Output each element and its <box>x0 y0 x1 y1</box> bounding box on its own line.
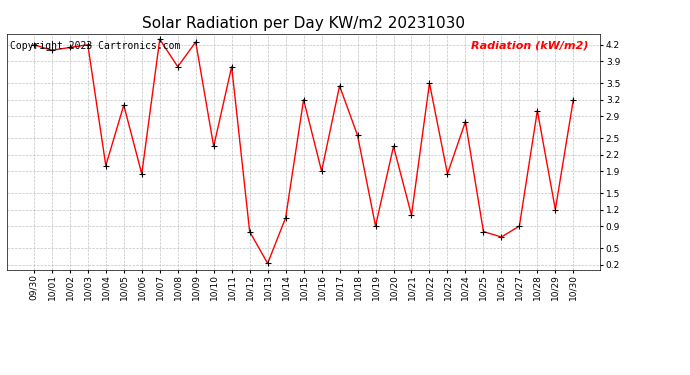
Text: Radiation (kW/m2): Radiation (kW/m2) <box>471 41 589 51</box>
Title: Solar Radiation per Day KW/m2 20231030: Solar Radiation per Day KW/m2 20231030 <box>142 16 465 31</box>
Text: Copyright 2023 Cartronics.com: Copyright 2023 Cartronics.com <box>10 41 180 51</box>
